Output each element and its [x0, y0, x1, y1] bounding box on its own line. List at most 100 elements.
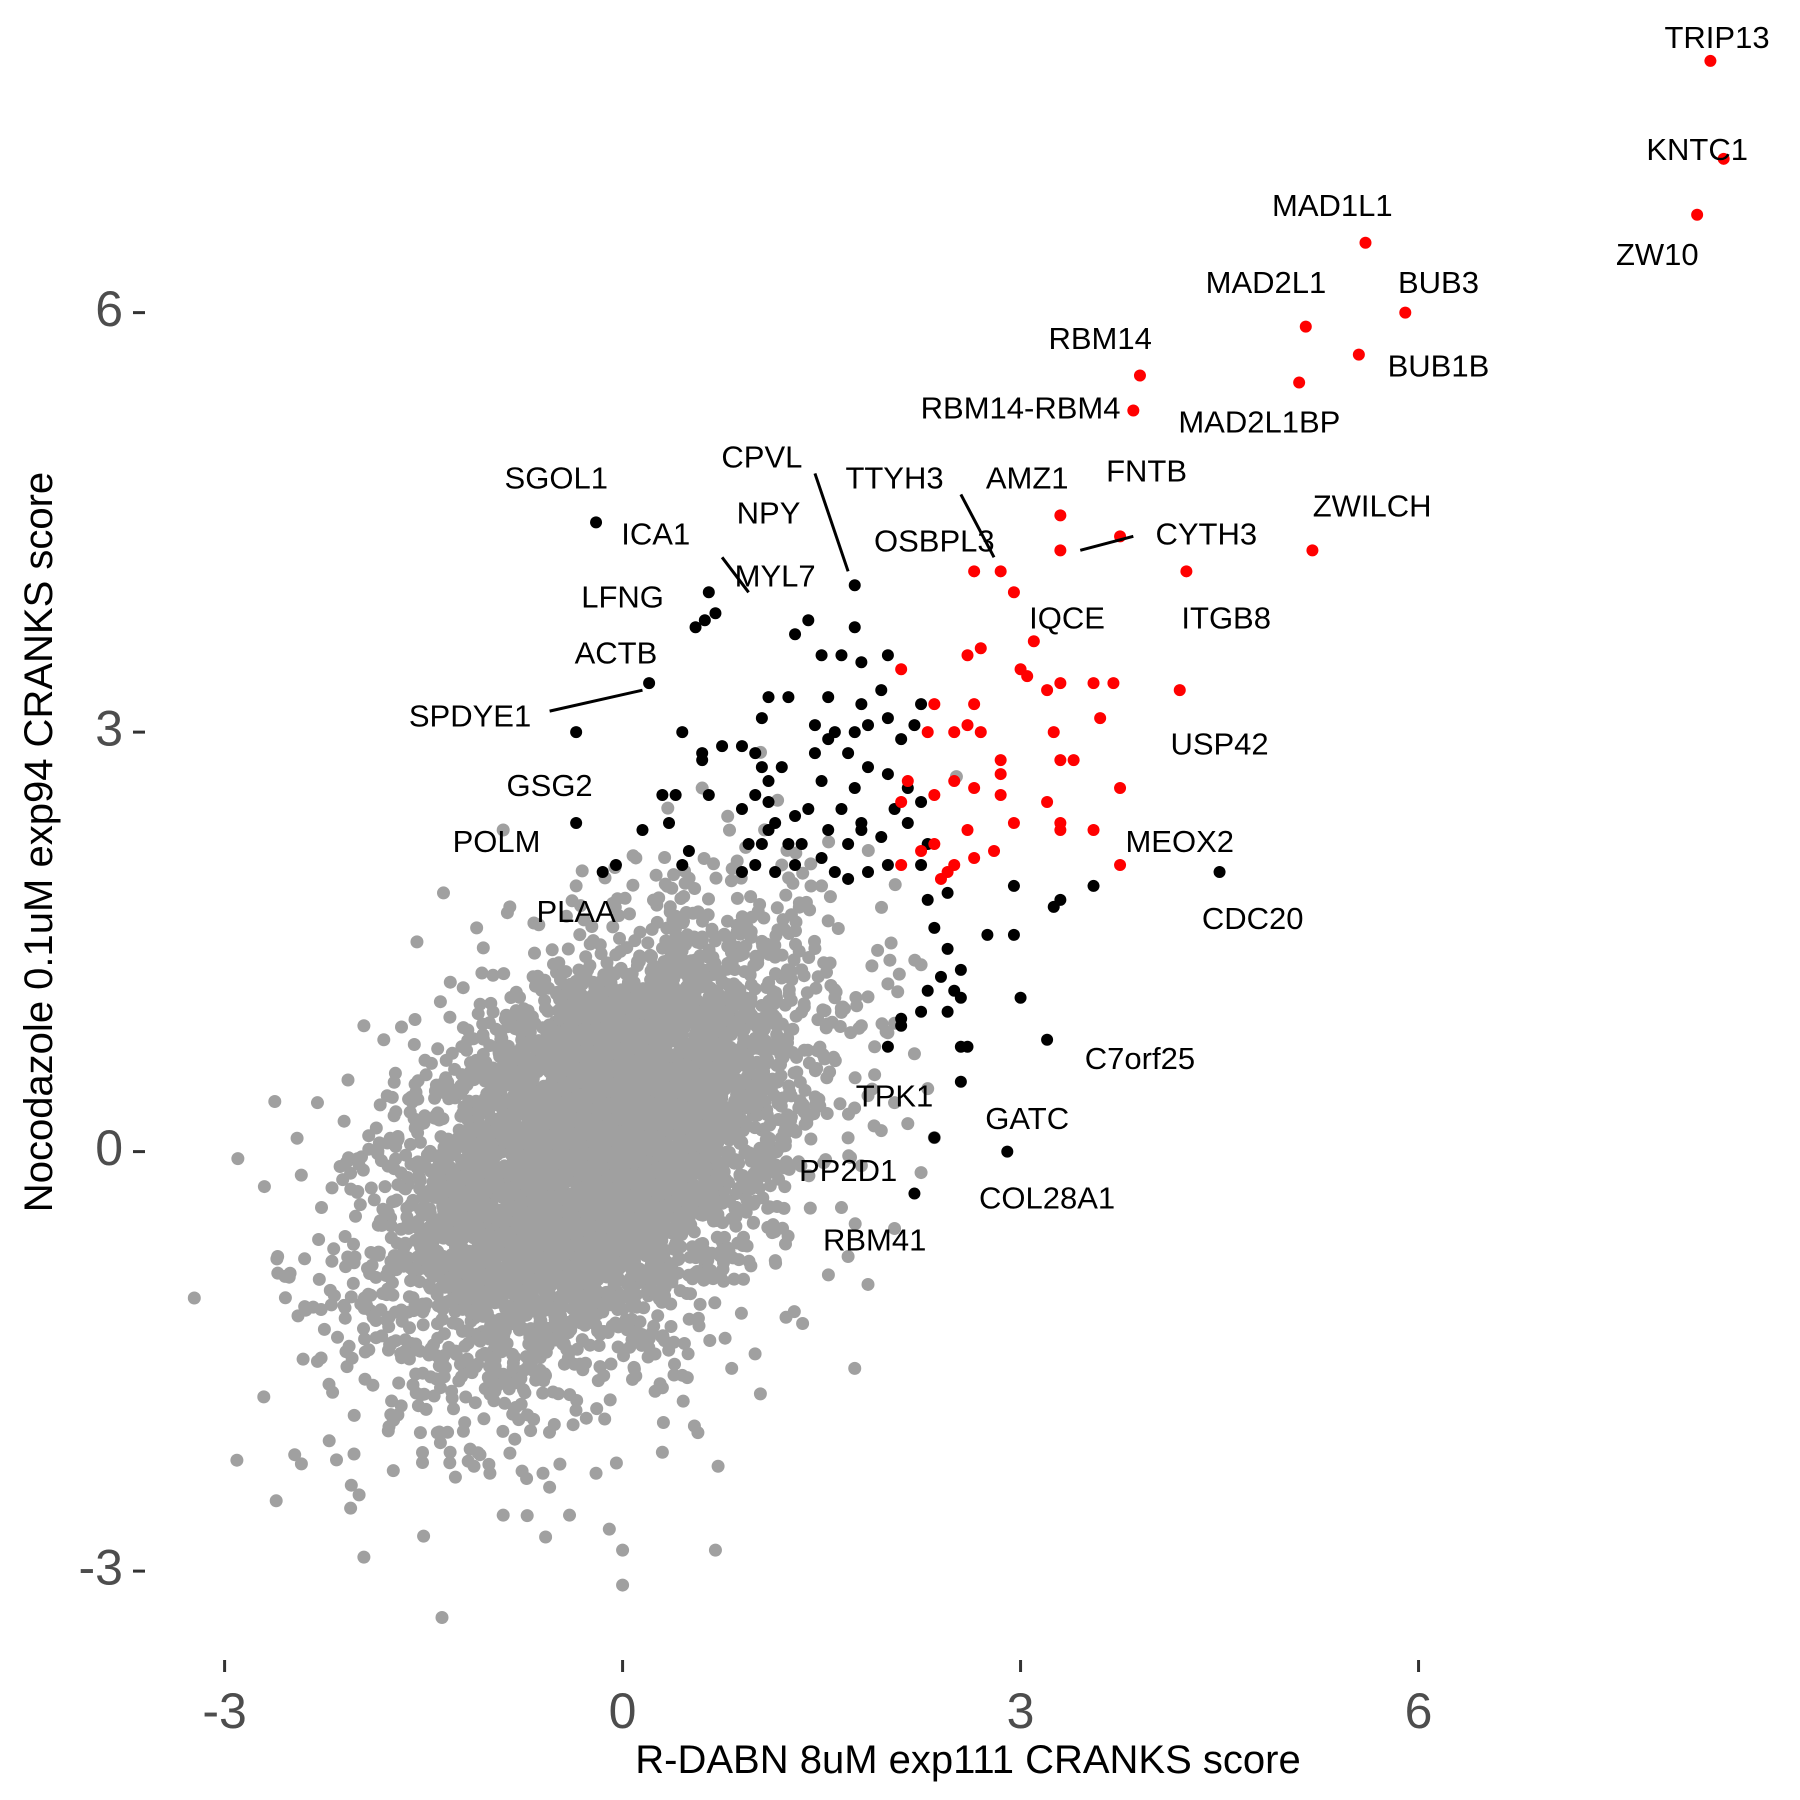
gray-points: [187, 745, 963, 1624]
gray-point: [762, 1135, 776, 1149]
gray-point: [804, 857, 818, 871]
gray-point: [435, 1354, 449, 1368]
gray-point: [364, 1181, 378, 1195]
gray-point: [373, 1098, 387, 1112]
gray-point: [482, 1016, 496, 1030]
gray-point: [677, 890, 691, 903]
gray-point: [753, 1387, 767, 1401]
gray-point: [435, 1611, 449, 1624]
gray-point: [358, 1345, 372, 1359]
gray-point: [591, 1025, 605, 1039]
gray-point: [641, 936, 655, 950]
gray-point: [784, 993, 798, 1007]
gray-point: [477, 1412, 491, 1426]
gray-point: [532, 918, 546, 932]
gray-point: [820, 1071, 834, 1085]
gray-point: [268, 1095, 282, 1108]
gray-point: [606, 920, 620, 934]
gray-point: [325, 1181, 339, 1195]
gray-point: [696, 914, 709, 928]
gray-point: [409, 1085, 423, 1099]
gray-point: [756, 1191, 770, 1205]
gray-point: [575, 864, 589, 878]
gray-point: [468, 1396, 482, 1410]
gray-point: [384, 1408, 398, 1422]
gray-point: [336, 1173, 350, 1187]
gray-point: [418, 1109, 432, 1123]
gray-point: [680, 1287, 694, 1300]
gray-point: [294, 1168, 308, 1182]
gray-point: [288, 1448, 302, 1462]
gray-point: [437, 1370, 451, 1384]
gray-point: [627, 1362, 641, 1376]
gray-point: [416, 1318, 430, 1332]
gray-point: [381, 1424, 395, 1438]
gray-point: [278, 1291, 292, 1305]
gray-point: [744, 1259, 758, 1273]
gray-point: [790, 1065, 804, 1079]
gray-point: [734, 1306, 748, 1320]
gray-point: [354, 1297, 368, 1311]
gray-point: [748, 982, 762, 996]
gray-point: [353, 1198, 367, 1212]
gray-point: [888, 878, 902, 892]
gray-point: [395, 1020, 408, 1034]
gray-point: [614, 961, 628, 975]
gray-point: [434, 1381, 447, 1395]
gray-point: [536, 1386, 550, 1400]
gray-point: [405, 1095, 419, 1109]
gray-point: [455, 1355, 468, 1369]
gray-point: [744, 890, 758, 904]
gray-point: [392, 1376, 406, 1390]
gray-point: [326, 1385, 340, 1399]
gray-point: [433, 1436, 447, 1450]
gray-point: [573, 1357, 587, 1371]
gray-point: [591, 1374, 605, 1388]
gray-point: [573, 928, 587, 942]
gray-point: [665, 954, 679, 968]
gray-point: [401, 1171, 415, 1184]
gray-point: [448, 1470, 462, 1484]
gray-point: [357, 1322, 370, 1336]
gray-point: [600, 956, 614, 970]
gray-point: [798, 1117, 812, 1131]
gray-point: [498, 1396, 512, 1410]
gray-point: [613, 931, 626, 945]
gray-point: [658, 851, 672, 864]
gray-point: [642, 1341, 656, 1354]
gray-point: [230, 1453, 244, 1467]
gray-point: [559, 909, 573, 923]
gray-point: [656, 1329, 670, 1343]
gray-point: [461, 1023, 475, 1037]
gray-point: [850, 999, 864, 1013]
gray-point: [609, 1456, 623, 1470]
gray-point: [407, 1038, 421, 1051]
gray-point: [801, 1043, 815, 1057]
gray-point: [727, 1272, 741, 1286]
gray-point: [833, 1097, 847, 1111]
gray-point: [476, 1028, 490, 1042]
gray-point: [812, 1092, 826, 1106]
gray-point: [816, 1003, 830, 1017]
gray-point: [645, 949, 658, 963]
gray-point: [257, 1390, 271, 1404]
gray-point: [271, 1266, 285, 1280]
gray-point: [789, 915, 803, 929]
gray-point: [787, 1123, 800, 1137]
gray-point: [751, 956, 765, 970]
gray-point: [397, 1181, 411, 1195]
gray-point: [486, 968, 500, 982]
gray-point: [779, 1155, 793, 1169]
gray-point: [609, 948, 623, 962]
gray-point: [730, 891, 744, 905]
gray-point: [430, 1426, 444, 1440]
gray-point: [701, 1038, 714, 1051]
gray-point: [352, 1488, 366, 1502]
gray-point: [593, 1360, 607, 1374]
gray-point: [575, 977, 589, 991]
gray-point: [324, 1298, 338, 1312]
gray-point: [341, 1073, 355, 1087]
gray-point: [688, 1266, 702, 1280]
gray-point: [352, 1157, 366, 1171]
